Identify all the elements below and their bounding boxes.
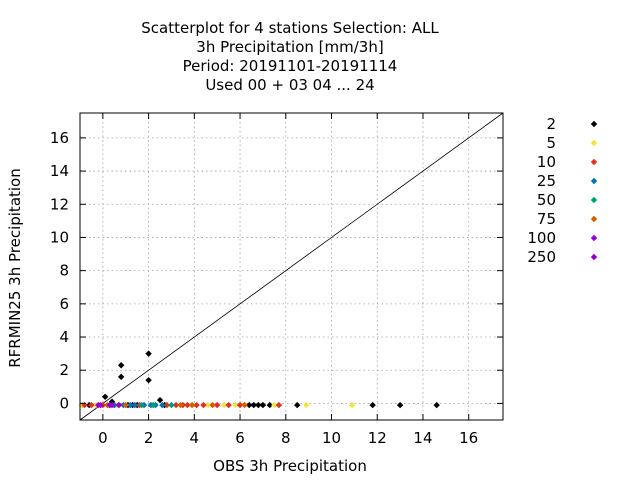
data-point-2 xyxy=(369,401,376,409)
data-point-5 xyxy=(204,401,212,409)
data-point-10 xyxy=(275,401,283,409)
y-tick-label: 2 xyxy=(59,361,69,379)
data-point-75 xyxy=(188,401,196,409)
legend-marker-2 xyxy=(590,120,598,128)
y-tick-label: 6 xyxy=(59,295,69,313)
data-point-5 xyxy=(303,401,310,409)
x-tick-label: 12 xyxy=(368,429,387,447)
data-point-5 xyxy=(220,401,228,409)
x-axis-label: OBS 3h Precipitation xyxy=(213,457,367,475)
legend-label-25: 25 xyxy=(537,172,556,190)
data-point-2 xyxy=(250,401,257,409)
data-point-2 xyxy=(156,396,164,404)
legend-label-50: 50 xyxy=(537,191,556,209)
data-point-10 xyxy=(88,401,95,409)
legend-marker-25 xyxy=(590,177,598,185)
title-line-4: Used 00 + 03 04 ... 24 xyxy=(205,76,374,94)
y-axis-ticks: 0 2 4 6 8 10 12 14 16 xyxy=(50,129,503,412)
legend-label-100: 100 xyxy=(527,229,556,247)
legend-marker-75 xyxy=(590,215,598,223)
data-point-5 xyxy=(271,401,278,409)
legend-label-2: 2 xyxy=(546,115,556,133)
data-point-75 xyxy=(241,401,248,409)
x-tick-label: 16 xyxy=(459,429,478,447)
y-tick-label: 12 xyxy=(50,195,69,213)
data-point-2 xyxy=(255,401,262,409)
legend-label-10: 10 xyxy=(537,153,556,171)
y-tick-label: 14 xyxy=(50,162,69,180)
data-point-10 xyxy=(172,401,180,409)
data-point-2 xyxy=(145,376,152,384)
legend-marker-10 xyxy=(590,158,598,166)
data-point-2 xyxy=(433,401,440,409)
legend-marker-250 xyxy=(590,253,598,261)
legend-marker-100 xyxy=(590,234,598,242)
data-point-75 xyxy=(209,401,216,409)
data-point-2 xyxy=(145,350,152,357)
y-tick-label: 0 xyxy=(59,394,69,412)
title-line-2: 3h Precipitation [mm/3h] xyxy=(196,38,383,56)
legend-label-250: 250 xyxy=(527,248,556,266)
x-tick-label: 0 xyxy=(98,429,108,447)
data-point-2 xyxy=(101,393,109,400)
identity-line xyxy=(79,112,504,421)
data-point-10 xyxy=(213,401,221,409)
title-line-1: Scatterplot for 4 stations Selection: AL… xyxy=(141,19,439,37)
x-axis-ticks: 0 2 4 6 8 10 12 14 16 xyxy=(98,113,478,447)
data-point-10 xyxy=(193,401,200,409)
grid xyxy=(80,113,503,420)
x-tick-label: 4 xyxy=(190,429,200,447)
y-axis-label: RFRMIN25 3h Precipitation xyxy=(6,168,24,368)
x-tick-label: 2 xyxy=(144,429,154,447)
data-point-2 xyxy=(117,373,125,381)
legend-marker-5 xyxy=(590,139,598,147)
data-point-100 xyxy=(115,401,123,409)
legend-label-75: 75 xyxy=(537,210,556,228)
x-tick-label: 14 xyxy=(413,429,432,447)
data-point-25 xyxy=(127,401,134,409)
data-point-2 xyxy=(259,401,267,409)
data-points xyxy=(79,350,440,409)
data-point-10 xyxy=(225,401,232,409)
x-tick-label: 10 xyxy=(322,429,341,447)
x-tick-label: 8 xyxy=(281,429,291,447)
data-point-25 xyxy=(159,401,166,409)
data-point-25 xyxy=(131,401,139,409)
chart-title: Scatterplot for 4 stations Selection: AL… xyxy=(141,19,439,94)
data-point-75 xyxy=(122,401,129,409)
y-tick-label: 8 xyxy=(59,262,69,280)
data-point-2 xyxy=(396,401,404,409)
data-point-2 xyxy=(246,401,253,409)
x-tick-label: 6 xyxy=(235,429,245,447)
data-point-250 xyxy=(97,401,104,409)
legend-marker-50 xyxy=(590,196,598,204)
data-point-10 xyxy=(163,401,171,409)
data-point-50 xyxy=(168,401,175,409)
diagonal-line-group xyxy=(79,112,504,421)
data-point-10 xyxy=(200,401,207,409)
data-point-5 xyxy=(348,401,356,409)
y-tick-label: 10 xyxy=(50,228,69,246)
data-point-2 xyxy=(294,401,301,409)
data-point-50 xyxy=(138,401,145,409)
data-point-5 xyxy=(232,401,239,409)
y-tick-label: 4 xyxy=(59,328,69,346)
data-point-75 xyxy=(177,401,184,409)
data-point-250 xyxy=(108,401,116,409)
data-point-10 xyxy=(236,401,244,409)
data-point-2 xyxy=(117,362,125,369)
legend-label-5: 5 xyxy=(546,134,556,152)
data-point-50 xyxy=(149,401,157,409)
plot-frame xyxy=(79,112,504,421)
y-tick-label: 16 xyxy=(50,129,69,147)
title-line-3: Period: 20191101-20191114 xyxy=(183,57,398,75)
data-point-2 xyxy=(266,401,273,409)
data-point-10 xyxy=(184,401,191,409)
